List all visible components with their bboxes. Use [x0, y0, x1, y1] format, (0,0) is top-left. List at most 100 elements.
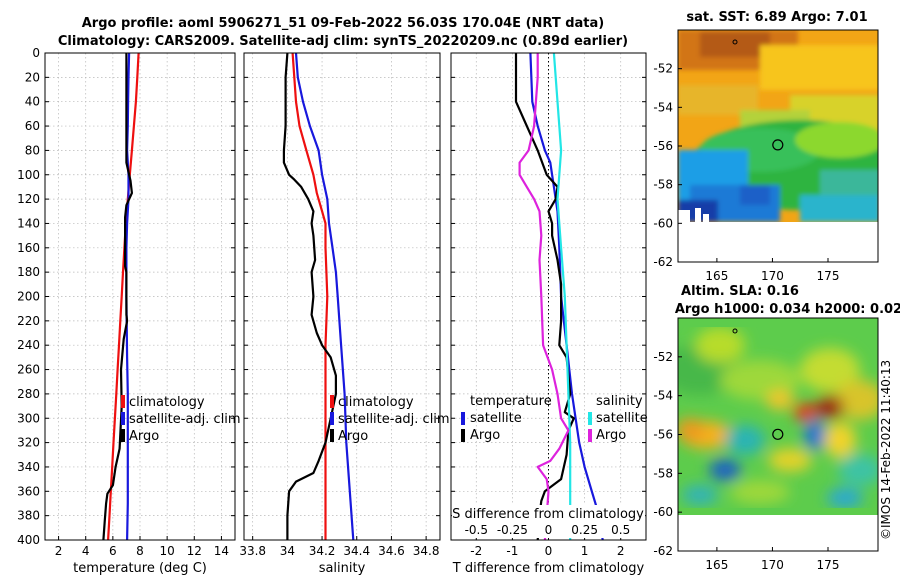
sst-map-field [678, 30, 878, 222]
map-x-tick-label: 170 [761, 558, 784, 572]
depth-tick-label: 300 [17, 411, 40, 425]
depth-tick-label: 400 [17, 533, 40, 547]
s-axis-tick-label: -0.25 [497, 523, 528, 537]
legend-label: climatology [338, 395, 414, 410]
series-line-salinity-0 [291, 52, 329, 540]
legend-swatch [461, 429, 465, 442]
salinity-panel: 33.8 34 34.2 34.4 34.6 34.8 salinity climatolog… [239, 52, 450, 576]
legend-swatch [121, 412, 125, 425]
legend-label: Argo [596, 428, 626, 443]
depth-tick-label: 80 [25, 143, 40, 157]
imos-watermark: ©IMOS 14-Feb-2022 11:40:13 [879, 360, 893, 540]
salinity-x-tick-label: 34.8 [413, 544, 440, 558]
legend-label: climatology [129, 395, 205, 410]
sst-prior-position [732, 39, 738, 45]
sla-argo-marker [772, 428, 784, 440]
map-x-tick-label: 175 [817, 558, 840, 572]
difference-x-tick-label: 0 [545, 544, 553, 558]
map-y-tick-label: -52 [653, 350, 673, 364]
depth-tick-label: 140 [17, 216, 40, 230]
depth-tick-label: 20 [25, 70, 40, 84]
difference-x-tick-label: -2 [470, 544, 482, 558]
depth-tick-label: 60 [25, 119, 40, 133]
difference-x-tick-label: 2 [617, 544, 625, 558]
legend-title-salinity: salinity [596, 394, 643, 409]
s-axis-background [452, 505, 645, 538]
map-y-tick-label: -56 [653, 428, 673, 442]
series-line-difference-3 [518, 53, 570, 541]
map-y-tick-label: -60 [653, 505, 673, 519]
temperature-x-axis-label: temperature (deg C) [73, 561, 207, 576]
temperature-x-tick-label: 14 [214, 544, 229, 558]
sst-map-title: sat. SST: 6.89 Argo: 7.01 [686, 10, 867, 25]
map-y-tick-label: -56 [653, 139, 673, 153]
map-y-tick-label: -60 [653, 216, 673, 230]
series-line-salinity-1 [294, 52, 355, 541]
temperature-x-tick-label: 8 [136, 544, 144, 558]
legend-swatch [588, 429, 592, 442]
difference-x-tick-label: -1 [506, 544, 518, 558]
depth-tick-label: 360 [17, 484, 40, 498]
depth-tick-label: 40 [25, 95, 40, 109]
depth-tick-label: 380 [17, 509, 40, 523]
difference-x-tick-label: 1 [581, 544, 589, 558]
sst-map: -62 -60 -58 -56 -54 -52 165 170 175 [653, 29, 879, 283]
depth-tick-label: 160 [17, 241, 40, 255]
s-axis-tick-label: -0.5 [465, 523, 488, 537]
legend-swatch [330, 412, 334, 425]
legend-title-temperature: temperature [470, 394, 552, 409]
depth-tick-label: 120 [17, 192, 40, 206]
map-y-tick-label: -58 [653, 466, 673, 480]
legend-swatch [588, 412, 592, 425]
salinity-x-tick-label: 34 [280, 544, 295, 558]
legend-swatch [461, 412, 465, 425]
legend-label: Argo [129, 429, 159, 444]
depth-tick-label: 0 [32, 46, 40, 60]
depth-tick-label: 340 [17, 460, 40, 474]
legend-swatch [121, 395, 125, 408]
figure-title-line1: Argo profile: aoml 5906271_51 09-Feb-202… [82, 16, 604, 31]
figure-title-line2: Climatology: CARS2009. Satellite-adj cli… [58, 34, 628, 49]
map-x-tick-label: 170 [761, 269, 784, 283]
depth-tick-label: 320 [17, 436, 40, 450]
temperature-panel: 2 4 6 8 10 12 14 temperature (deg C) 0 20 40 60 80 10… [17, 46, 241, 576]
legend-swatch [330, 429, 334, 442]
series-line-temperature-0 [107, 52, 140, 541]
temperature-x-tick-label: 12 [187, 544, 202, 558]
series-line-difference-1 [514, 53, 575, 541]
legend-swatch [330, 395, 334, 408]
map-y-tick-label: -58 [653, 178, 673, 192]
salinity-x-tick-label: 34.4 [343, 544, 370, 558]
series-line-temperature-2 [102, 53, 133, 541]
map-y-tick-label: -54 [653, 389, 673, 403]
legend-swatch [121, 429, 125, 442]
legend-label: satellite [596, 411, 648, 426]
legend-label: satellite-adj. clim [129, 412, 241, 427]
sla-map: -62 -60 -58 -56 -54 -52 165 170 175 [653, 317, 879, 572]
depth-tick-label: 280 [17, 387, 40, 401]
legend-label: satellite [470, 411, 522, 426]
legend-label: satellite-adj. clim [338, 412, 450, 427]
s-axis-label: S difference from climatology [452, 507, 644, 522]
depth-tick-label: 220 [17, 314, 40, 328]
map-x-tick-label: 175 [817, 269, 840, 283]
s-axis-tick-label: 0 [545, 523, 553, 537]
salinity-x-tick-label: 34.2 [309, 544, 336, 558]
s-axis-tick-label: 0.5 [611, 523, 630, 537]
legend-label: Argo [470, 428, 500, 443]
depth-tick-label: 240 [17, 338, 40, 352]
series-line-salinity-2 [282, 52, 337, 540]
map-y-tick-label: -54 [653, 100, 673, 114]
temperature-x-tick-label: 6 [109, 544, 117, 558]
legend-label: Argo [338, 429, 368, 444]
s-axis-tick-label: 0.25 [571, 523, 598, 537]
depth-tick-label: 260 [17, 363, 40, 377]
difference-panel: -2 -1 0 1 2 T difference from climatology temp… [450, 52, 648, 576]
series-line-difference-2 [552, 52, 572, 540]
salinity-x-tick-label: 34.6 [378, 544, 405, 558]
sla-prior-position [732, 328, 738, 334]
map-y-tick-label: -62 [653, 255, 673, 269]
salinity-x-axis-label: salinity [319, 561, 366, 576]
sla-map-title: Altim. SLA: 0.16 [681, 284, 799, 299]
